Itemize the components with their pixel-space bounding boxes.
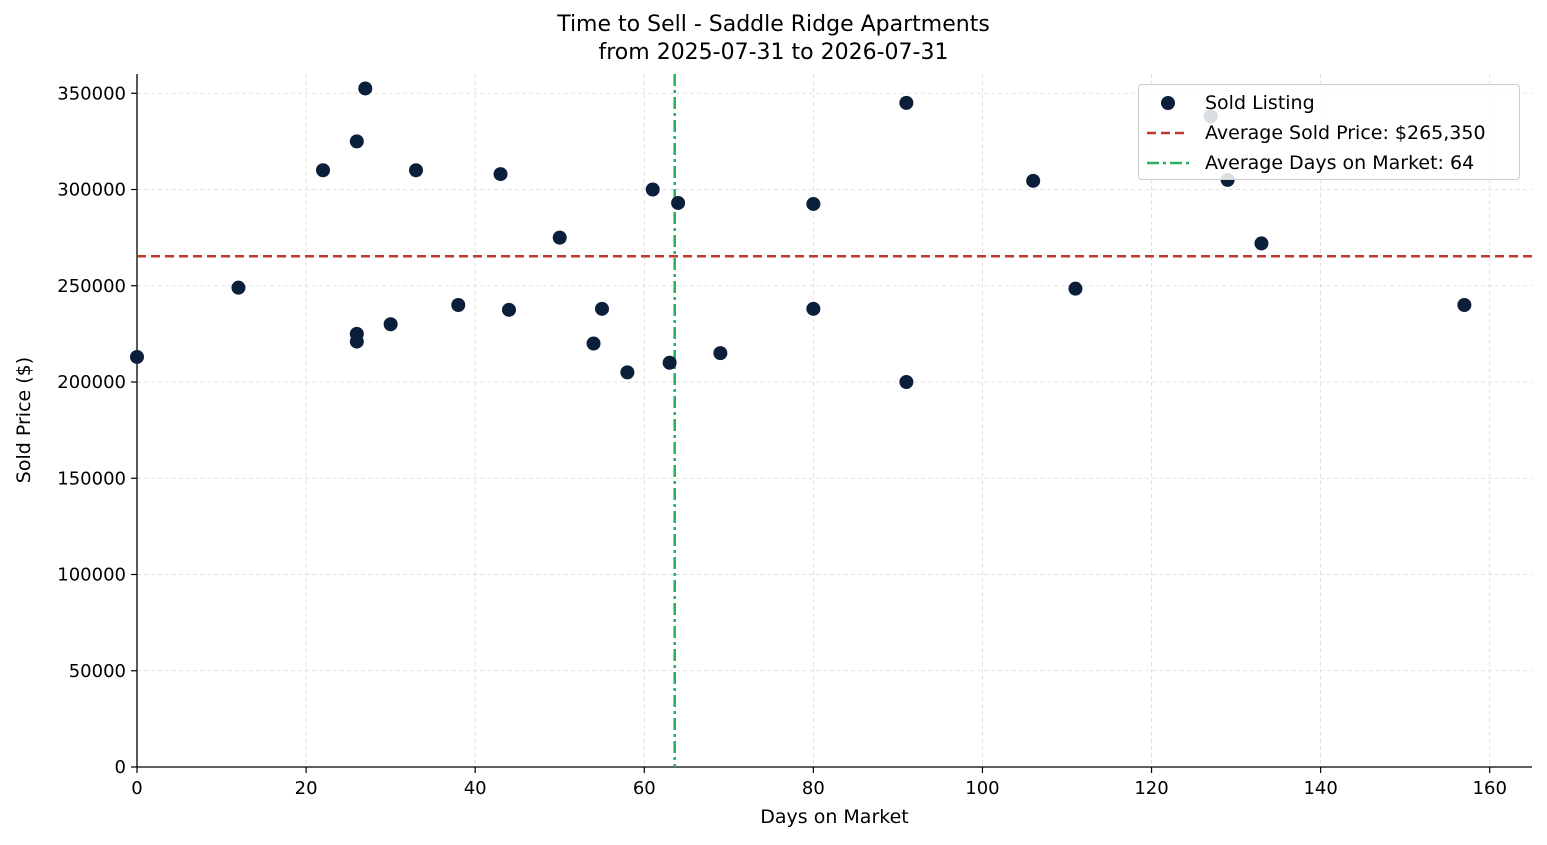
data-point: [130, 349, 144, 364]
data-point: [409, 163, 423, 178]
x-axis-label: Days on Market: [760, 806, 909, 828]
legend-line-average-days: [1147, 161, 1189, 165]
data-point: [1457, 298, 1472, 312]
x-tick-label: 60: [633, 778, 656, 799]
data-point: [383, 317, 398, 332]
legend-item-average-days: Average Days on Market: 64: [1139, 148, 1519, 178]
x-tick-label: 40: [464, 778, 487, 799]
y-tick-label: 200000: [57, 372, 126, 393]
y-tick-label: 0: [115, 757, 126, 778]
x-tick-label: 160: [1473, 778, 1507, 799]
y-axis-label: Sold Price ($): [13, 356, 35, 484]
x-tick-label: 140: [1303, 778, 1337, 799]
data-point: [358, 81, 373, 96]
data-point: [1068, 281, 1083, 296]
chart-title: Time to Sell - Saddle Ridge Apartments: [557, 12, 990, 37]
x-tick-label: 0: [131, 778, 142, 799]
data-point: [586, 336, 601, 351]
y-tick-label: 150000: [57, 468, 126, 489]
data-point: [349, 334, 364, 349]
legend-item-sold-listing: Sold Listing: [1139, 88, 1519, 118]
y-tick-label: 350000: [57, 83, 126, 104]
x-tick-label: 120: [1134, 778, 1168, 799]
data-point: [1254, 236, 1269, 251]
y-tick-label: 100000: [57, 565, 126, 586]
legend-label-average-price: Average Sold Price: $265,350: [1205, 122, 1486, 144]
legend-line-average-price: [1147, 131, 1189, 135]
data-point: [899, 375, 914, 389]
data-point: [316, 163, 330, 178]
x-tick-label: 100: [965, 778, 999, 799]
legend-label-average-days: Average Days on Market: 64: [1205, 152, 1475, 174]
y-tick-label: 300000: [57, 180, 126, 201]
data-point: [620, 365, 635, 380]
data-point: [662, 355, 677, 370]
y-tick-label: 50000: [69, 661, 126, 682]
legend-marker-sold-listing: [1161, 96, 1175, 110]
data-point: [645, 182, 660, 197]
legend: Sold Listing Average Sold Price: $265,35…: [1138, 84, 1520, 180]
x-tick-label: 20: [295, 778, 318, 799]
data-point: [493, 167, 508, 182]
data-point: [552, 230, 567, 245]
data-point: [899, 95, 914, 110]
data-point: [231, 280, 246, 295]
y-tick-label: 250000: [57, 276, 126, 297]
legend-item-average-price: Average Sold Price: $265,350: [1139, 118, 1519, 148]
chart-subtitle: from 2025-07-31 to 2026-07-31: [598, 40, 949, 65]
legend-label-sold-listing: Sold Listing: [1205, 92, 1315, 114]
data-point: [671, 195, 686, 210]
data-point: [349, 134, 364, 149]
data-point: [713, 346, 728, 361]
data-point: [595, 301, 609, 316]
data-point: [451, 298, 466, 312]
x-tick-label: 80: [802, 778, 825, 799]
data-point: [806, 196, 821, 211]
data-point: [806, 301, 821, 316]
data-point: [1026, 173, 1041, 188]
data-point: [502, 302, 516, 317]
